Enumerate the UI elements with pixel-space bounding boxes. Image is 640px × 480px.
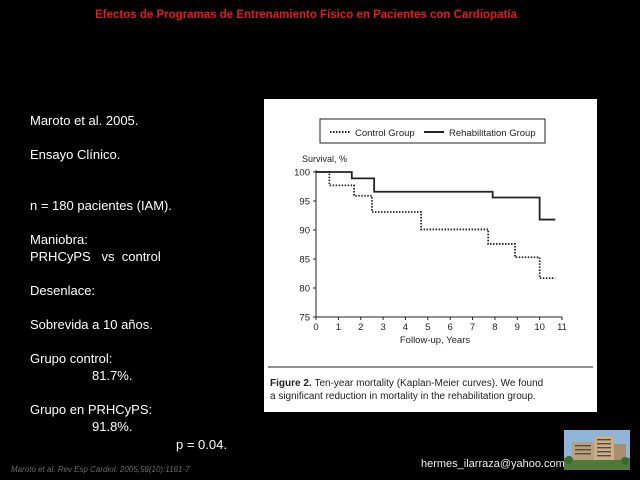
x-tick-label: 2 [358, 322, 363, 333]
summary-line: 81.7%. [92, 368, 133, 383]
x-tick-label: 6 [448, 322, 453, 333]
x-axis-label: Follow-up, Years [400, 335, 470, 346]
y-tick-label: 80 [299, 284, 310, 295]
figure-caption: Figure 2. Ten-year mortality (Kaplan-Mei… [270, 378, 543, 402]
summary-line: Ensayo Clínico. [30, 147, 121, 162]
kaplan-meier-figure: Control Group Rehabilitation Group Surviva… [264, 99, 597, 412]
y-axis-label: Survival, % [302, 154, 347, 164]
survival-curve-control [316, 171, 556, 280]
citation: Maroto et al. Rev Esp Cardiol. 2005;58(1… [11, 465, 190, 474]
study-summary: Maroto et al. 2005. Ensayo Clínico. n = 18… [30, 112, 172, 435]
summary-line: Desenlace: [30, 283, 96, 298]
summary-line: Maroto et al. 2005. [30, 113, 139, 128]
x-tick-label: 3 [380, 322, 385, 333]
figure-caption-label: Figure 2. [270, 378, 314, 389]
figure-caption-text: Ten-year mortality (Kaplan-Meier curves)… [314, 378, 543, 389]
summary-line: Sobrevida a 10 años. [30, 317, 153, 332]
survival-chart: Control Group Rehabilitation Group Surviva… [268, 118, 593, 402]
y-tick-label: 95 [299, 197, 310, 208]
slide-title: Efectos de Programas de Entrenamiento Fí… [95, 9, 517, 21]
p-value: p = 0.04. [176, 437, 227, 452]
x-tick-label: 8 [492, 322, 497, 333]
legend-label: Rehabilitation Group [449, 128, 536, 139]
y-tick-label: 100 [294, 168, 310, 179]
y-tick-label: 75 [299, 313, 310, 324]
x-tick-label: 1 [336, 322, 341, 333]
x-tick-label: 10 [534, 322, 545, 333]
summary-line: PRHCyPS vs control [30, 249, 161, 264]
survival-curve-rehabilitation [316, 171, 556, 221]
hospital-photo [564, 430, 630, 470]
summary-line: Grupo en PRHCyPS: [30, 402, 153, 417]
y-tick-label: 90 [299, 226, 310, 237]
x-tick-label: 5 [425, 322, 430, 333]
x-tick-label: 4 [403, 322, 408, 333]
summary-line: Grupo control: [30, 351, 113, 366]
summary-line: n = 180 pacientes (IAM). [30, 198, 172, 213]
summary-line: Maniobra: [30, 232, 88, 247]
legend-label: Control Group [355, 128, 415, 139]
x-tick-label: 7 [470, 322, 475, 333]
summary-line: 91.8%. [92, 419, 133, 434]
legend-box [319, 118, 546, 144]
y-tick-label: 85 [299, 255, 310, 266]
figure-caption-text: a significant reduction in mortality in … [270, 391, 536, 402]
x-tick-label: 0 [313, 322, 318, 333]
x-tick-label: 9 [515, 322, 520, 333]
email-contact: hermes_ilarraza@yahoo.com [421, 458, 565, 470]
x-tick-label: 11 [557, 322, 567, 333]
